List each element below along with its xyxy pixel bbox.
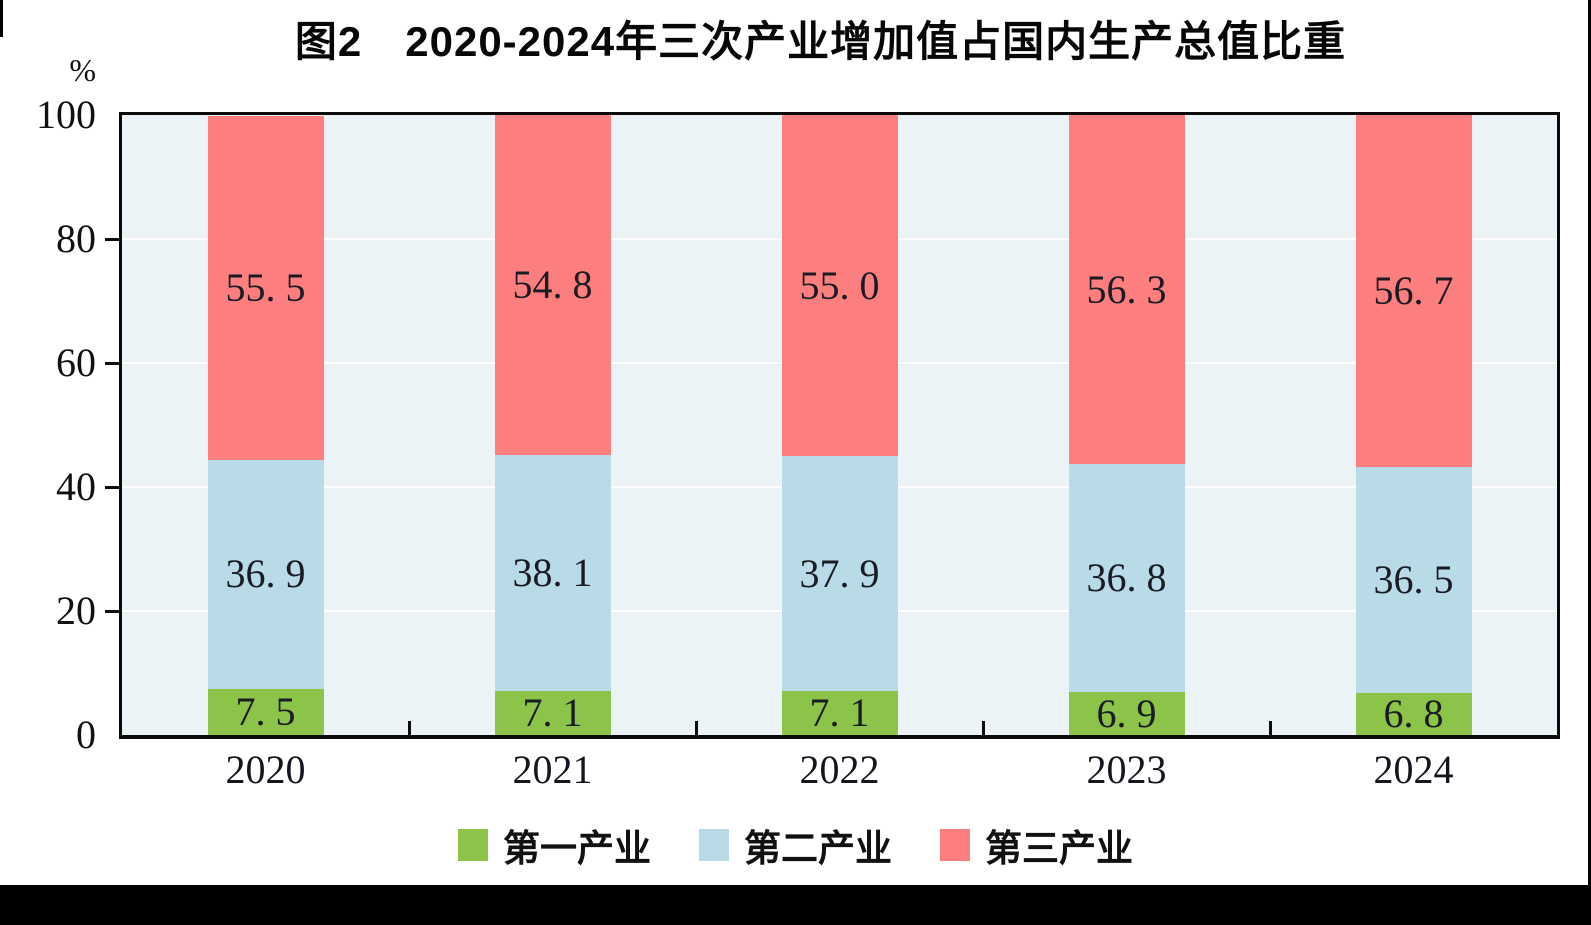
x-axis-category-label-2022: 2022 (799, 747, 880, 792)
bar-segment-tertiary-2023: 56. 3 (1068, 115, 1185, 465)
y-axis-tick-60 (105, 362, 119, 365)
bar-segment-primary-2022: 7. 1 (781, 689, 898, 735)
bar-value-label: 7. 5 (235, 688, 296, 734)
bar-slot-2021: 7. 1 38. 1 54. 8 (409, 115, 696, 735)
bar-segment-tertiary-2022: 55. 0 (781, 115, 898, 457)
y-axis-tick-label-80: 80 (56, 216, 96, 261)
bar-slot-2020: 7. 5 36. 9 55. 5 (122, 115, 409, 735)
legend-color-swatch-primary (458, 829, 488, 861)
stacked-bar-2023: 6. 9 36. 8 56. 3 (1068, 115, 1185, 736)
stacked-bar-2024: 6. 8 36. 5 56. 7 (1355, 115, 1472, 736)
bottom-black-bar (0, 885, 1591, 925)
x-axis-tick (695, 721, 698, 735)
legend-item-secondary: 第二产业 (699, 818, 892, 872)
x-axis-category-label-2021: 2021 (512, 747, 593, 792)
bar-segment-primary-2024: 6. 8 (1355, 690, 1472, 736)
y-axis-tick-label-60: 60 (56, 340, 96, 385)
bar-segment-secondary-2023: 36. 8 (1068, 464, 1185, 693)
bar-segment-secondary-2022: 37. 9 (781, 456, 898, 691)
bar-value-label: 7. 1 (809, 689, 870, 735)
bar-segment-tertiary-2024: 56. 7 (1355, 115, 1472, 467)
x-axis-tick (982, 721, 985, 735)
bar-value-label: 36. 5 (1373, 556, 1454, 602)
right-edge-line (1588, 0, 1591, 885)
bar-segment-secondary-2024: 36. 5 (1355, 466, 1472, 693)
legend-label-primary: 第一产业 (503, 828, 651, 869)
bar-value-label: 38. 1 (512, 549, 593, 595)
x-axis-category-label-2020: 2020 (225, 747, 306, 792)
legend-label-tertiary: 第三产业 (985, 828, 1133, 869)
legend-color-swatch-secondary (699, 829, 729, 861)
bar-segment-primary-2021: 7. 1 (494, 689, 611, 735)
bar-slot-2023: 6. 9 36. 8 56. 3 (983, 115, 1270, 735)
y-axis-tick-label-40: 40 (56, 464, 96, 509)
bar-value-label: 37. 9 (799, 550, 880, 596)
bar-segment-secondary-2020: 36. 9 (207, 459, 324, 689)
y-axis-tick-20 (105, 610, 119, 613)
bar-value-label: 6. 8 (1383, 690, 1444, 736)
bar-segment-primary-2020: 7. 5 (207, 688, 324, 735)
y-axis-tick-80 (105, 238, 119, 241)
topleft-edge-mark (0, 0, 3, 37)
legend-color-swatch-tertiary (940, 829, 970, 861)
bar-segment-tertiary-2020: 55. 5 (207, 115, 324, 460)
chart-title: 图2 2020-2024年三次产业增加值占国内生产总值比重 (294, 18, 1347, 65)
bar-slot-2022: 7. 1 37. 9 55. 0 (696, 115, 983, 735)
y-axis-tick-label-100: 100 (36, 92, 96, 137)
x-axis-category-label-2023: 2023 (1086, 747, 1167, 792)
bar-value-label: 36. 8 (1086, 555, 1167, 601)
bar-segment-tertiary-2021: 54. 8 (494, 115, 611, 455)
bar-value-label: 55. 5 (225, 264, 306, 310)
plot-area: 7. 5 36. 9 55. 5 7. 1 38. 1 54. 8 7. 1 37. 9 55.… (119, 112, 1560, 739)
y-axis-tick-label-20: 20 (56, 588, 96, 633)
bar-value-label: 6. 9 (1096, 690, 1157, 736)
legend-label-secondary: 第二产业 (744, 828, 892, 869)
x-axis-category-label-2024: 2024 (1373, 747, 1454, 792)
y-axis-unit-label: % (69, 52, 96, 88)
x-axis-tick (1269, 721, 1272, 735)
legend-item-primary: 第一产业 (458, 818, 651, 872)
bar-value-label: 55. 0 (799, 262, 880, 308)
legend-item-tertiary: 第三产业 (940, 818, 1133, 872)
bar-value-label: 56. 3 (1086, 266, 1167, 312)
bar-value-label: 54. 8 (512, 261, 593, 307)
bar-slot-2024: 6. 8 36. 5 56. 7 (1270, 115, 1557, 735)
stacked-bar-2022: 7. 1 37. 9 55. 0 (781, 115, 898, 735)
bar-segment-primary-2023: 6. 9 (1068, 690, 1185, 736)
stacked-bar-2020: 7. 5 36. 9 55. 5 (207, 115, 324, 735)
y-axis-tick-40 (105, 486, 119, 489)
bar-value-label: 56. 7 (1373, 267, 1454, 313)
bar-value-label: 36. 9 (225, 551, 306, 597)
y-axis-tick-label-0: 0 (76, 712, 96, 757)
x-axis-tick (408, 721, 411, 735)
stacked-bar-2021: 7. 1 38. 1 54. 8 (494, 115, 611, 735)
bar-value-label: 7. 1 (522, 689, 583, 735)
bar-segment-secondary-2021: 38. 1 (494, 454, 611, 691)
legend: 第一产业 第二产业 第三产业 (0, 818, 1591, 872)
